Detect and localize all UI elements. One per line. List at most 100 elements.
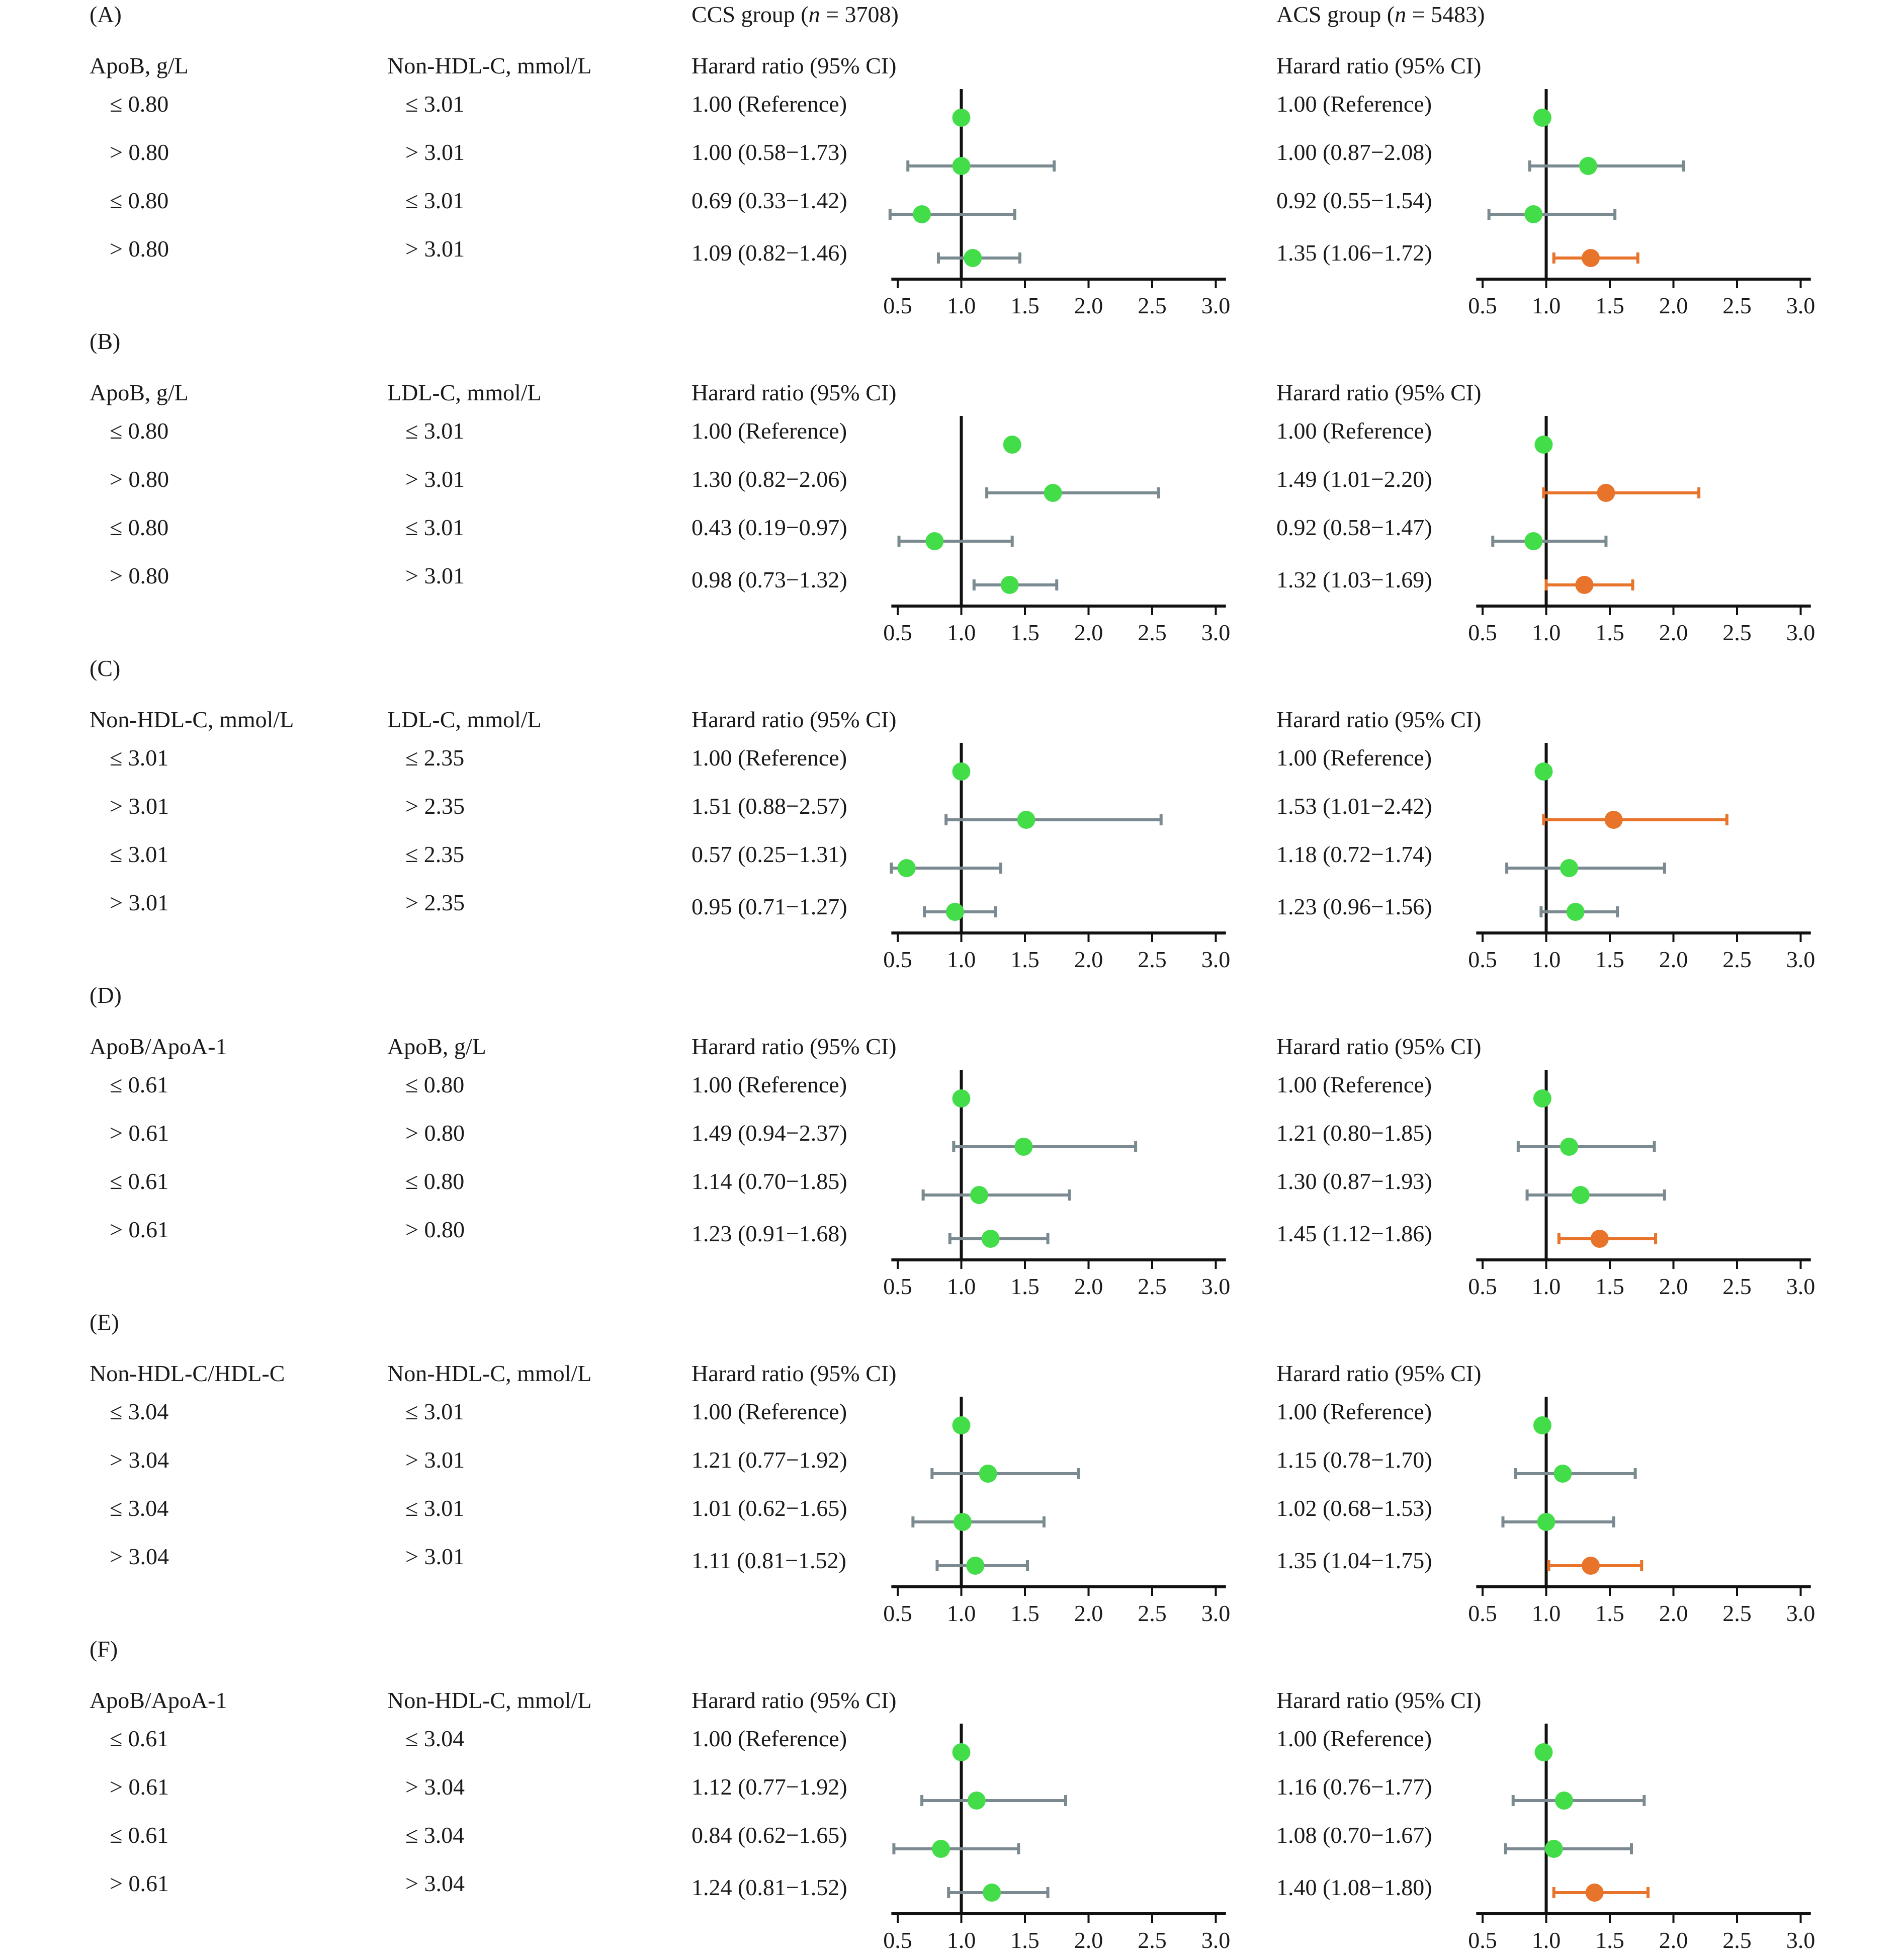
- hr-label: 1.12 (0.77−1.92): [692, 1774, 847, 1800]
- var2-level: ≤ 2.35: [405, 841, 464, 867]
- x-tick-label: 2.5: [1138, 947, 1167, 972]
- var1-level: ≤ 0.61: [110, 1822, 168, 1848]
- x-tick-label: 3.0: [1786, 620, 1816, 645]
- hr-point: [913, 205, 931, 223]
- hr-label: 1.16 (0.76−1.77): [1276, 1774, 1432, 1800]
- hr-label: 1.45 (1.12−1.86): [1276, 1221, 1432, 1246]
- group-ccs: Harard ratio (95% CI) 1.00 (Reference) 1.2…: [692, 1360, 1230, 1626]
- hr-point: [1582, 249, 1600, 267]
- x-tick-label: 2.5: [1722, 1273, 1752, 1299]
- panel-label: (B): [90, 328, 120, 354]
- x-tick-label: 2.0: [1074, 1273, 1103, 1299]
- group-ccs: CCS group (n = 3708) Harard ratio (95% CI…: [692, 2, 1230, 318]
- x-tick-label: 1.5: [1010, 1273, 1040, 1299]
- group-ccs: Harard ratio (95% CI) 1.00 (Reference) 1.5…: [692, 707, 1230, 972]
- hr-label: 0.92 (0.55−1.54): [1276, 188, 1432, 213]
- x-tick-label: 2.0: [1074, 1600, 1103, 1626]
- hr-label: 1.02 (0.68−1.53): [1276, 1495, 1432, 1521]
- hr-point: [979, 1465, 997, 1483]
- hr-point: [1544, 1840, 1563, 1858]
- x-tick-label: 2.0: [1659, 1273, 1688, 1299]
- hr-point: [1560, 859, 1579, 877]
- hr-point: [983, 1884, 1001, 1902]
- hr-label: 1.35 (1.04−1.75): [1276, 1548, 1432, 1573]
- x-tick-label: 0.5: [883, 293, 912, 318]
- hr-point: [1533, 109, 1551, 127]
- hr-point: [1524, 532, 1543, 550]
- hr-point: [1017, 811, 1035, 829]
- x-tick-label: 3.0: [1201, 1600, 1231, 1626]
- hr-label: 1.23 (0.96−1.56): [1276, 894, 1432, 919]
- x-tick-label: 0.5: [1468, 620, 1497, 645]
- x-tick-label: 0.5: [883, 1273, 912, 1299]
- x-tick-label: 0.5: [1468, 947, 1497, 972]
- var2-level: ≤ 3.04: [405, 1822, 464, 1848]
- hr-point: [925, 532, 944, 550]
- hr-point: [1534, 436, 1553, 454]
- hr-column-header: Harard ratio (95% CI): [692, 53, 896, 78]
- hr-label: 0.57 (0.25−1.31): [692, 841, 847, 867]
- var1-level: > 3.04: [110, 1447, 169, 1473]
- hr-label: 0.92 (0.58−1.47): [1276, 515, 1432, 540]
- hr-column-header: Harard ratio (95% CI): [1276, 1034, 1481, 1059]
- hr-point: [970, 1186, 988, 1204]
- hr-label: 1.15 (0.78−1.70): [1276, 1447, 1432, 1473]
- group-acs: Harard ratio (95% CI) 1.00 (Reference) 1.5…: [1276, 707, 1815, 972]
- var2-level: > 3.01: [405, 139, 465, 165]
- var2-level: > 3.01: [405, 236, 465, 262]
- var1-header: ApoB/ApoA-1: [90, 1034, 227, 1059]
- x-tick-label: 0.5: [1468, 1273, 1497, 1299]
- x-tick-label: 0.5: [883, 620, 912, 645]
- hr-point: [1537, 1513, 1556, 1531]
- hr-label: 1.21 (0.77−1.92): [692, 1447, 847, 1473]
- x-tick-label: 2.0: [1659, 947, 1688, 972]
- x-tick-label: 2.0: [1659, 293, 1688, 318]
- x-tick-label: 1.0: [947, 1600, 976, 1626]
- x-tick-label: 2.0: [1659, 1600, 1688, 1626]
- hr-point: [1554, 1792, 1573, 1810]
- hr-column-header: Harard ratio (95% CI): [692, 1360, 896, 1386]
- var2-level: > 3.01: [405, 1544, 465, 1569]
- var2-header: ApoB, g/L: [387, 1034, 486, 1059]
- var2-level: > 2.35: [405, 890, 465, 915]
- hr-column-header: Harard ratio (95% CI): [692, 380, 896, 405]
- var1-level: > 0.61: [110, 1120, 169, 1146]
- var2-level: > 3.01: [405, 466, 465, 492]
- panel-2: (B) ApoB, g/L LDL-C, mmol/L ≤ 0.80 ≤ 3.01 > 0…: [90, 328, 1815, 645]
- x-tick-label: 0.5: [1468, 293, 1497, 318]
- x-tick-label: 3.0: [1201, 947, 1231, 972]
- hr-label: 1.35 (1.06−1.72): [1276, 240, 1432, 266]
- hr-point: [952, 109, 971, 127]
- hr-label: 0.43 (0.19−0.97): [692, 515, 847, 540]
- hr-point: [1571, 1186, 1590, 1204]
- x-tick-label: 3.0: [1786, 1927, 1816, 1953]
- var1-level: ≤ 0.61: [110, 1072, 168, 1097]
- panel-3: (C) Non-HDL-C, mmol/L LDL-C, mmol/L ≤ 3.01 ≤…: [90, 655, 1815, 972]
- var1-level: > 0.61: [110, 1870, 169, 1896]
- var1-level: > 3.04: [110, 1544, 169, 1569]
- x-tick-label: 2.5: [1138, 620, 1167, 645]
- panel-1: (A) ApoB, g/L Non-HDL-C, mmol/L ≤ 0.80 ≤ 3.0…: [90, 2, 1815, 318]
- hr-label: 1.49 (0.94−2.37): [692, 1120, 847, 1146]
- var2-level: ≤ 3.01: [405, 418, 464, 444]
- x-tick-label: 1.0: [1532, 947, 1561, 972]
- hr-label: 1.00 (Reference): [692, 1726, 847, 1751]
- x-tick-label: 2.0: [1659, 1927, 1688, 1953]
- hr-point: [954, 1513, 972, 1531]
- hr-label: 1.40 (1.08−1.80): [1276, 1874, 1432, 1900]
- hr-label: 0.84 (0.62−1.65): [692, 1822, 847, 1848]
- var1-level: > 0.80: [110, 466, 169, 492]
- panel-label: (E): [90, 1309, 119, 1335]
- x-tick-label: 2.0: [1074, 293, 1103, 318]
- hr-label: 1.30 (0.87−1.93): [1276, 1168, 1432, 1194]
- hr-label: 1.32 (1.03−1.69): [1276, 567, 1432, 592]
- var2-level: ≤ 3.01: [405, 91, 464, 117]
- hr-point: [1582, 1557, 1600, 1575]
- x-tick-label: 2.0: [1074, 947, 1103, 972]
- x-tick-label: 3.0: [1786, 1273, 1816, 1299]
- x-tick-label: 3.0: [1201, 1927, 1231, 1953]
- var2-level: ≤ 3.04: [405, 1726, 464, 1751]
- x-tick-label: 0.5: [1468, 1600, 1497, 1626]
- var1-level: > 0.80: [110, 563, 169, 588]
- hr-column-header: Harard ratio (95% CI): [692, 1687, 896, 1713]
